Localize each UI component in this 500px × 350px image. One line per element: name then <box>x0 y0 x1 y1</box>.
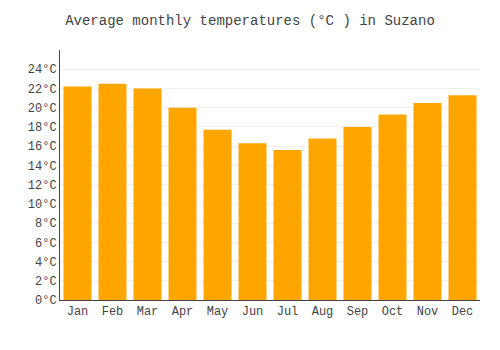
svg-text:22°C: 22°C <box>28 83 57 97</box>
svg-text:Dec: Dec <box>452 305 474 319</box>
svg-text:Mar: Mar <box>137 305 159 319</box>
svg-text:Apr: Apr <box>172 305 194 319</box>
svg-text:Jun: Jun <box>242 305 264 319</box>
svg-text:Average monthly temperatures (: Average monthly temperatures (°C ) in Su… <box>65 13 435 29</box>
svg-text:6°C: 6°C <box>35 237 57 251</box>
svg-text:Nov: Nov <box>417 305 439 319</box>
svg-text:2°C: 2°C <box>35 275 57 289</box>
svg-text:Sep: Sep <box>347 305 369 319</box>
svg-text:May: May <box>207 305 229 319</box>
svg-text:4°C: 4°C <box>35 256 57 270</box>
svg-text:Feb: Feb <box>102 305 124 319</box>
svg-text:Jul: Jul <box>277 305 299 319</box>
svg-text:0°C: 0°C <box>35 294 57 308</box>
svg-text:Oct: Oct <box>382 305 404 319</box>
svg-text:12°C: 12°C <box>28 179 57 193</box>
svg-text:Jan: Jan <box>67 305 89 319</box>
svg-text:8°C: 8°C <box>35 217 57 231</box>
svg-text:Aug: Aug <box>312 305 334 319</box>
svg-text:20°C: 20°C <box>28 102 57 116</box>
svg-text:10°C: 10°C <box>28 198 57 212</box>
svg-text:16°C: 16°C <box>28 140 57 154</box>
svg-text:14°C: 14°C <box>28 160 57 174</box>
svg-text:24°C: 24°C <box>28 63 57 77</box>
svg-text:18°C: 18°C <box>28 121 57 135</box>
